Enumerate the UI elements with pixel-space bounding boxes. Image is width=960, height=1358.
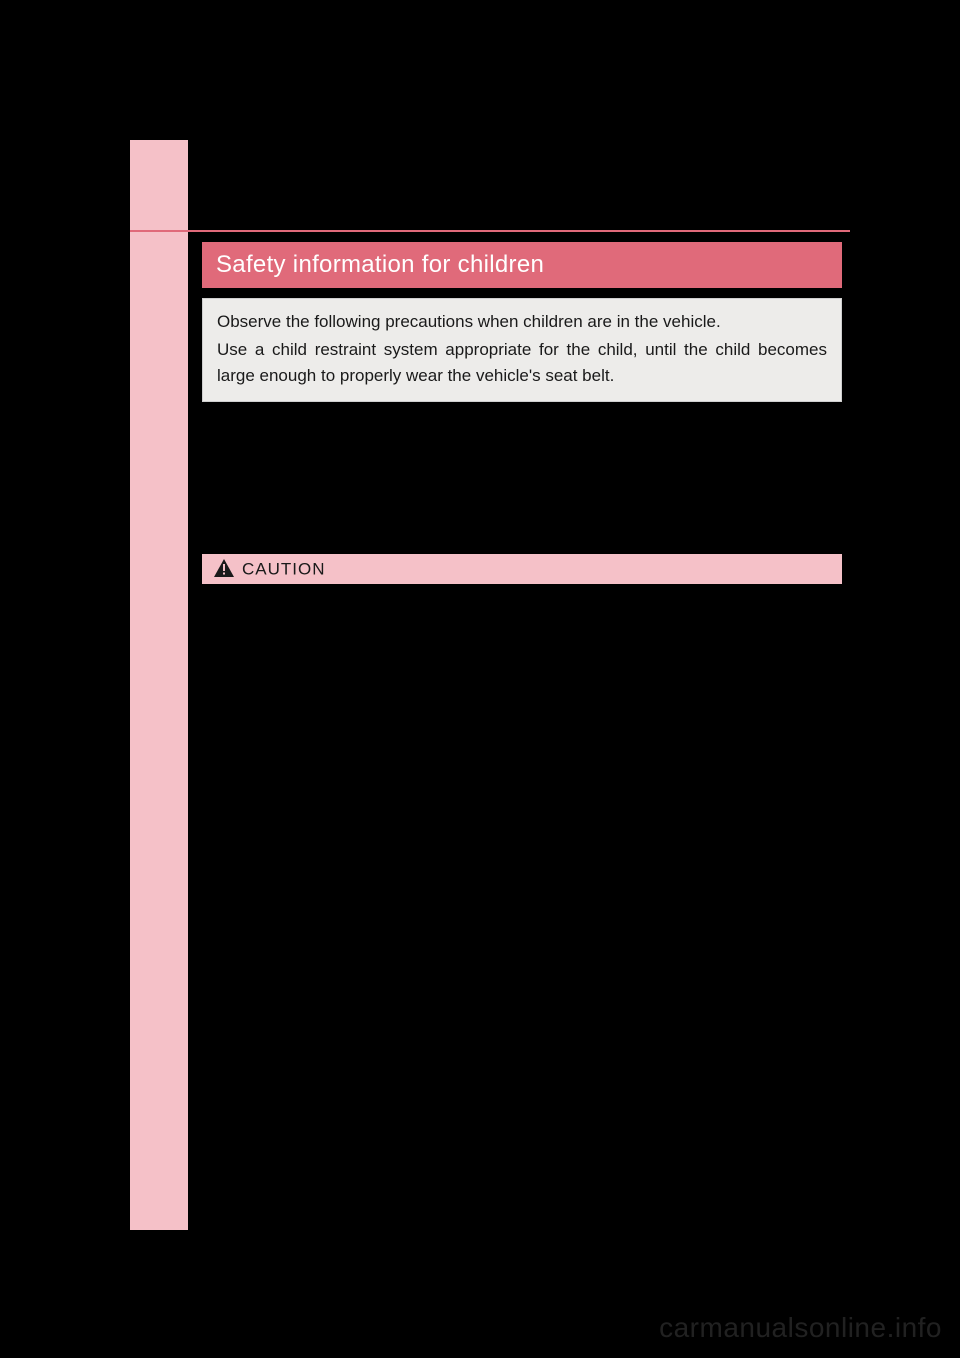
warning-triangle-icon xyxy=(214,559,234,577)
section-divider xyxy=(130,230,850,232)
caution-label: CAUTION xyxy=(242,560,326,579)
intro-text-line2: Use a child restraint system appropriate… xyxy=(217,337,827,389)
section-sidebar xyxy=(130,140,188,1230)
intro-box: Observe the following precautions when c… xyxy=(202,298,842,402)
watermark-text: carmanualsonline.info xyxy=(659,1312,942,1344)
section-title-bar: Safety information for children xyxy=(202,242,842,288)
intro-text-line1: Observe the following precautions when c… xyxy=(217,309,827,335)
caution-bar: CAUTION xyxy=(202,554,842,584)
section-title: Safety information for children xyxy=(216,251,544,278)
